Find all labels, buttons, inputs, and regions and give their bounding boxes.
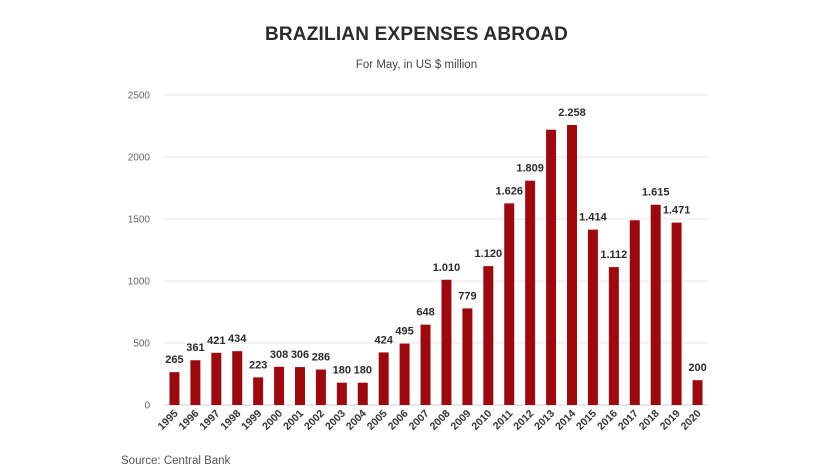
bar-2014	[567, 125, 577, 406]
x-tick-label-2020: 2020	[679, 408, 704, 433]
bar-2015	[587, 229, 598, 405]
chart-title: BRAZILIAN EXPENSES ABROAD	[264, 24, 569, 45]
x-tick-label-2002: 2002	[302, 408, 327, 433]
data-label-1999: 223	[249, 359, 267, 371]
bar-2019	[671, 222, 682, 405]
bar-2006	[399, 343, 410, 405]
x-tick-label-2018: 2018	[637, 408, 662, 433]
data-label-2019: 1.471	[663, 205, 691, 217]
x-tick-label-2007: 2007	[407, 408, 432, 433]
data-label-1995: 265	[165, 354, 183, 366]
bar-2005	[378, 352, 389, 405]
x-tick-label-2001: 2001	[281, 408, 306, 433]
data-label-2011: 1.626	[495, 185, 523, 197]
x-axis-ticks: 1995199619971998199920002001200220032004…	[156, 408, 704, 433]
bar-2000	[274, 366, 285, 405]
bar-2008	[441, 279, 452, 405]
x-tick-label-1997: 1997	[197, 408, 222, 433]
data-label-2008: 1.010	[433, 262, 461, 274]
data-label-1997: 421	[207, 335, 225, 347]
bar-2012	[525, 180, 536, 405]
x-tick-label-2008: 2008	[428, 408, 453, 433]
data-label-2010: 1.120	[475, 248, 503, 260]
data-label-2004: 180	[354, 365, 372, 377]
y-tick-label: 2000	[128, 153, 151, 164]
x-tick-label-1995: 1995	[156, 408, 181, 433]
x-tick-label-2009: 2009	[449, 408, 474, 433]
x-tick-label-2013: 2013	[532, 408, 557, 433]
x-tick-label-2015: 2015	[574, 408, 599, 433]
bar-1998	[232, 351, 243, 405]
source-note: Source: Central Bank	[121, 455, 231, 467]
bar-1995	[169, 372, 180, 405]
bar-2003	[336, 382, 347, 405]
x-tick-label-2005: 2005	[365, 408, 390, 433]
bars	[169, 125, 703, 406]
x-tick-label-2003: 2003	[323, 408, 348, 433]
data-label-2018: 1.615	[642, 187, 670, 199]
x-tick-label-2006: 2006	[386, 408, 411, 433]
bar-2017	[629, 220, 640, 405]
y-tick-label: 0	[144, 401, 150, 412]
bar-2020	[692, 380, 703, 405]
data-label-2001: 306	[291, 349, 309, 361]
y-tick-label: 500	[133, 339, 150, 350]
x-tick-label-2004: 2004	[344, 408, 369, 433]
data-label-2007: 648	[416, 307, 434, 319]
x-tick-label-2017: 2017	[616, 408, 641, 433]
bar-2009	[462, 308, 473, 405]
chart-subtitle: For May, in US $ million	[355, 59, 478, 71]
bar-2011	[504, 203, 515, 405]
bar-2010	[483, 266, 494, 405]
data-label-2020: 200	[688, 362, 706, 374]
x-tick-label-2010: 2010	[469, 408, 494, 433]
bar-2002	[315, 369, 326, 405]
data-label-2003: 180	[333, 365, 351, 377]
x-tick-label-2016: 2016	[595, 408, 620, 433]
y-tick-label: 1000	[128, 277, 151, 288]
bar-1999	[253, 377, 264, 405]
data-label-2009: 779	[458, 290, 476, 302]
x-tick-label-2000: 2000	[260, 408, 285, 433]
bar-2004	[357, 382, 368, 405]
y-tick-label: 2500	[128, 91, 151, 102]
data-label-2002: 286	[312, 352, 330, 364]
data-label-2014: 2.258	[558, 107, 586, 119]
bar-2001	[295, 367, 305, 405]
y-axis-ticks: 0 500 1000 1500 2000 2500	[128, 91, 151, 412]
data-label-1996: 361	[186, 342, 204, 354]
data-label-2005: 424	[375, 334, 394, 346]
data-label-2006: 495	[395, 326, 413, 338]
x-tick-label-2019: 2019	[658, 408, 683, 433]
bar-1996	[190, 360, 201, 405]
x-tick-label-2014: 2014	[553, 408, 578, 433]
x-tick-label-2012: 2012	[511, 408, 536, 433]
bar-2018	[650, 204, 661, 405]
data-label-2000: 308	[270, 349, 288, 361]
data-label-2016: 1.112	[600, 249, 627, 261]
data-label-1998: 434	[228, 333, 247, 345]
bar-2013	[546, 129, 557, 405]
data-label-2015: 1.414	[579, 212, 607, 224]
x-tick-label-1996: 1996	[177, 408, 202, 433]
data-label-2012: 1.809	[516, 163, 544, 175]
bar-2016	[608, 267, 619, 405]
x-tick-label-1999: 1999	[239, 408, 264, 433]
bar-2007	[420, 324, 431, 405]
bar-1997	[211, 352, 222, 405]
x-tick-label-2011: 2011	[491, 408, 516, 433]
y-tick-label: 1500	[128, 215, 151, 226]
x-tick-label-1998: 1998	[218, 408, 243, 433]
